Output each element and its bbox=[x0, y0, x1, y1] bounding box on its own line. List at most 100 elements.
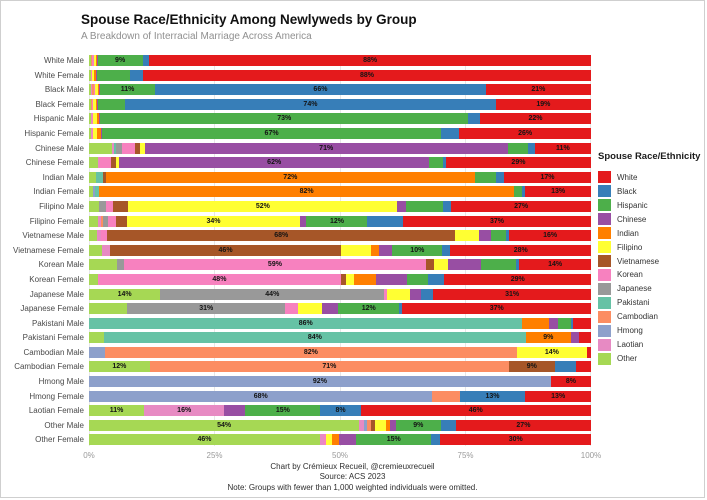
bar-segment-vietnamese bbox=[112, 200, 129, 212]
segment-label: 14% bbox=[548, 261, 563, 269]
bar-segment-indian bbox=[96, 127, 101, 139]
bar-segment-korean bbox=[91, 113, 94, 125]
segment-label: 34% bbox=[206, 217, 221, 225]
legend-label: Indian bbox=[617, 228, 639, 238]
bar-segment-white: 16% bbox=[509, 230, 591, 242]
bar-segment-black bbox=[428, 273, 445, 285]
bar-segment-other bbox=[89, 332, 105, 344]
legend-label: Laotian bbox=[617, 340, 644, 350]
segment-label: 21% bbox=[531, 86, 546, 94]
bar-segment-indian bbox=[386, 419, 390, 431]
segment-label: 28% bbox=[513, 246, 528, 254]
bar-row: Hispanic Male 73% 22% bbox=[1, 113, 591, 125]
bar-segment-white: 17% bbox=[503, 171, 591, 183]
segment-label: 52% bbox=[255, 202, 270, 210]
bar-row: Pakistani Male 86% bbox=[1, 317, 591, 329]
segment-label: 9% bbox=[115, 57, 126, 64]
segment-label: 73% bbox=[277, 115, 292, 123]
bar-segment-hispanic: 10% bbox=[392, 244, 443, 256]
bar-track: 84% 9% bbox=[89, 332, 592, 344]
bar-segment-filipino bbox=[433, 259, 449, 271]
bar-segment-black bbox=[515, 259, 520, 271]
bar-segment-chinese bbox=[299, 215, 307, 227]
bar-segment-hispanic: 9% bbox=[97, 55, 143, 66]
segment-label: 37% bbox=[489, 217, 504, 225]
legend-swatch-vietnamese bbox=[598, 255, 611, 267]
bar-segment-hispanic: 11% bbox=[100, 84, 156, 96]
segment-label: 92% bbox=[312, 378, 327, 386]
bar-track: 12% 71% 9% bbox=[89, 361, 591, 373]
bar-segment-chinese bbox=[321, 303, 339, 315]
segment-label: 13% bbox=[551, 392, 566, 400]
bar-track: 86% bbox=[89, 317, 591, 329]
segment-label: 9% bbox=[526, 363, 537, 371]
legend-label: Pakistani bbox=[617, 298, 650, 308]
bar-segment-chinese bbox=[100, 127, 102, 139]
bar-segment-indian bbox=[354, 273, 376, 285]
segment-label: 31% bbox=[199, 305, 214, 313]
legend-swatch-indian bbox=[598, 227, 611, 239]
group-label: Other Male bbox=[44, 420, 84, 430]
bar-segment-chinese: 71% bbox=[144, 142, 508, 154]
segment-label: 68% bbox=[253, 392, 268, 400]
bar-row: Hmong Female 68% 13% 13% bbox=[1, 390, 591, 402]
legend: Spouse Race/Ethnicity White Black Hispanic… bbox=[598, 151, 704, 365]
bar-segment-chinese bbox=[224, 405, 246, 417]
bar-segment-indian bbox=[98, 84, 99, 96]
bar-segment-other bbox=[89, 303, 128, 315]
bar-segment-laotian bbox=[91, 84, 92, 96]
bar-row: Chinese Male 71% 11% bbox=[1, 142, 591, 154]
bar-segment-chinese bbox=[379, 244, 393, 256]
bar-segment-vietnamese: 46% bbox=[110, 244, 341, 256]
bar-row: Black Female 74% 19% bbox=[1, 98, 591, 110]
bar-segment-filipino: 14% bbox=[516, 346, 587, 358]
bar-segment-white: 13% bbox=[525, 390, 591, 402]
bar-segment-white: 27% bbox=[455, 419, 591, 431]
legend-label: Other bbox=[617, 354, 638, 364]
legend-label: Filipino bbox=[617, 242, 643, 252]
legend-item: Hispanic bbox=[598, 199, 704, 211]
bar-segment-laotian bbox=[319, 434, 324, 446]
bar-segment-other: 54% bbox=[89, 419, 360, 431]
bar-segment-black bbox=[441, 127, 460, 139]
group-label: Hmong Female bbox=[29, 391, 84, 401]
bar-track: 92% 8% bbox=[89, 376, 591, 388]
segment-label: 13% bbox=[551, 188, 566, 196]
bar-segment-japanese bbox=[116, 259, 124, 271]
segment-label: 15% bbox=[386, 436, 401, 444]
legend-swatch-hispanic bbox=[598, 199, 611, 211]
bar-segment-hispanic: 15% bbox=[245, 405, 321, 417]
bar-segment-filipino bbox=[325, 434, 332, 446]
bar-track: 62% 29% bbox=[89, 157, 591, 169]
bar-segment-laotian bbox=[97, 230, 101, 242]
x-axis: 0% 25% 50% 75% 100% bbox=[83, 449, 601, 465]
legend-item: White bbox=[598, 171, 704, 183]
group-label: White Female bbox=[34, 70, 84, 80]
segment-label: 27% bbox=[514, 202, 529, 210]
bar-segment-hispanic: 9% bbox=[395, 419, 441, 431]
bar-segment-korean bbox=[285, 303, 299, 315]
segment-label: 86% bbox=[298, 319, 313, 327]
bar-row: White Male 9% 88% bbox=[1, 55, 591, 66]
legend-item: Hmong bbox=[598, 325, 704, 337]
group-label: Korean Male bbox=[38, 260, 84, 270]
bar-segment-korean bbox=[107, 215, 116, 227]
bar-segment-hispanic bbox=[406, 273, 429, 285]
legend-label: Hispanic bbox=[617, 200, 648, 210]
bar-segment-pakistani bbox=[95, 186, 100, 198]
bar-row: Korean Female 48% 29% bbox=[1, 273, 591, 285]
bar-segment-hispanic bbox=[405, 200, 443, 212]
bar-segment-vietnamese bbox=[115, 215, 128, 227]
bar-segment-other bbox=[89, 98, 91, 110]
bar-segment-laotian bbox=[98, 215, 101, 227]
bar-segment-white: 26% bbox=[459, 127, 592, 139]
bar-segment-vietnamese bbox=[426, 259, 434, 271]
bar-segment-indian: 9% bbox=[525, 332, 571, 344]
group-label: Cambodian Male bbox=[23, 347, 84, 357]
segment-label: 44% bbox=[265, 290, 280, 298]
segment-label: 31% bbox=[505, 290, 520, 298]
bar-segment-filipino bbox=[93, 55, 96, 66]
legend-item: Other bbox=[598, 353, 704, 365]
bar-track: 34% 12% 37% bbox=[89, 215, 591, 227]
bar-segment-chinese bbox=[96, 55, 98, 66]
